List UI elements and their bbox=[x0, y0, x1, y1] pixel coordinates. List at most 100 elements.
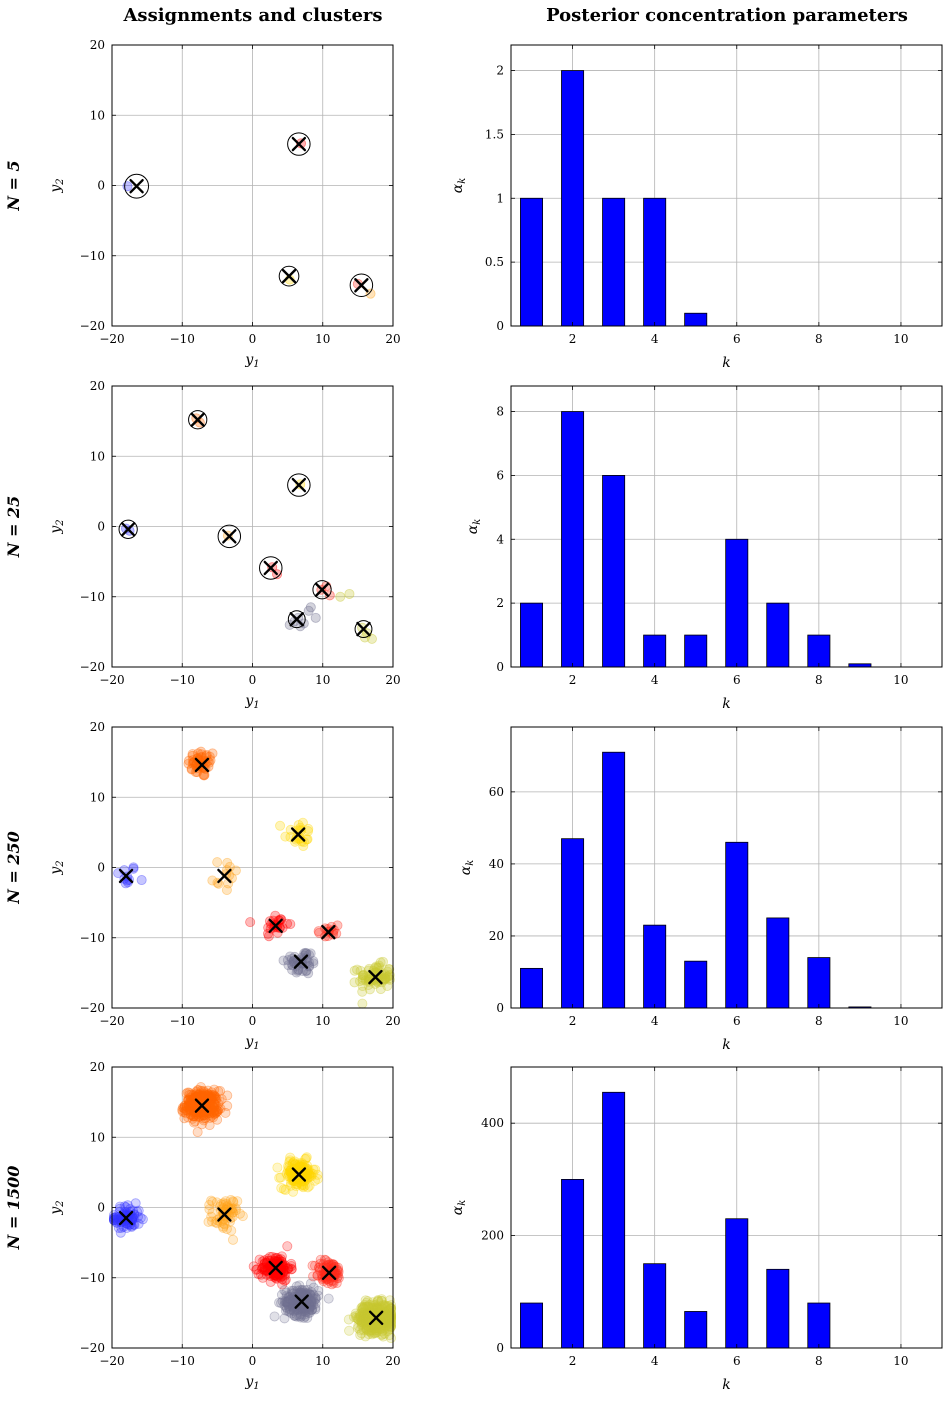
data-point bbox=[282, 918, 293, 929]
data-point bbox=[299, 1302, 310, 1313]
data-point bbox=[358, 1307, 369, 1318]
data-point bbox=[283, 1171, 294, 1182]
data-point bbox=[350, 1308, 361, 1319]
data-point bbox=[187, 1094, 198, 1105]
data-point bbox=[360, 1331, 371, 1342]
plot-frame bbox=[510, 385, 943, 668]
data-point bbox=[382, 966, 393, 977]
data-point bbox=[359, 1310, 370, 1321]
cluster-points bbox=[183, 746, 218, 781]
data-point bbox=[380, 1321, 391, 1332]
data-point bbox=[198, 1110, 209, 1121]
data-point bbox=[380, 1320, 391, 1331]
data-point bbox=[258, 1262, 269, 1273]
data-point bbox=[223, 1202, 234, 1213]
data-point bbox=[382, 1311, 393, 1322]
data-point bbox=[362, 1296, 373, 1307]
data-point bbox=[354, 1311, 365, 1322]
data-point bbox=[289, 1311, 300, 1322]
data-point bbox=[291, 1181, 302, 1192]
data-point bbox=[358, 1325, 369, 1336]
data-point bbox=[382, 1314, 393, 1325]
bar-k4 bbox=[643, 924, 667, 1009]
data-point bbox=[307, 1260, 318, 1271]
data-point bbox=[361, 1315, 372, 1326]
data-point bbox=[234, 1208, 245, 1219]
data-point bbox=[357, 1318, 368, 1329]
data-point bbox=[268, 1267, 279, 1278]
bar-panel-2: 2 4 6 8 10 0 2 4 6 8 k αk bbox=[465, 385, 943, 712]
data-point bbox=[210, 1099, 221, 1110]
data-point bbox=[211, 1107, 222, 1118]
data-point bbox=[367, 1299, 378, 1310]
data-point bbox=[179, 1101, 190, 1112]
data-point bbox=[370, 1302, 381, 1313]
data-point bbox=[380, 972, 391, 983]
data-point bbox=[354, 1309, 365, 1320]
cross-stroke bbox=[290, 827, 306, 842]
y-tick-label: 0 bbox=[496, 319, 504, 333]
data-point bbox=[274, 1172, 285, 1183]
data-point bbox=[376, 1301, 387, 1312]
data-point bbox=[282, 1297, 293, 1308]
data-point bbox=[204, 1120, 215, 1131]
data-point bbox=[213, 1086, 224, 1097]
data-point bbox=[357, 1304, 368, 1315]
data-point bbox=[300, 948, 311, 959]
data-point bbox=[198, 769, 209, 780]
data-point bbox=[295, 1161, 306, 1172]
cluster-center-marker bbox=[321, 924, 336, 940]
bar-k1 bbox=[520, 1302, 544, 1349]
data-point bbox=[283, 1291, 294, 1302]
data-point bbox=[123, 1213, 134, 1224]
data-point bbox=[208, 1090, 219, 1101]
data-point bbox=[211, 1107, 222, 1118]
x-tick-label: 4 bbox=[651, 332, 659, 346]
y-tick-label: 20 bbox=[90, 379, 105, 393]
bar-k1 bbox=[520, 602, 544, 668]
data-point bbox=[380, 1301, 391, 1312]
cluster-center-marker bbox=[291, 1167, 307, 1182]
cross-stroke bbox=[368, 1310, 384, 1325]
data-point bbox=[296, 1289, 307, 1300]
y-tick-label: 0 bbox=[97, 179, 105, 193]
data-point bbox=[208, 1112, 219, 1123]
data-point bbox=[310, 1164, 321, 1175]
data-point bbox=[262, 1263, 273, 1274]
data-point bbox=[232, 1196, 243, 1207]
cross-stroke bbox=[356, 621, 371, 637]
data-point bbox=[228, 1234, 239, 1245]
data-point bbox=[209, 1106, 220, 1117]
data-point bbox=[270, 1272, 281, 1283]
data-point bbox=[358, 1311, 369, 1322]
data-point bbox=[277, 1296, 288, 1307]
data-point bbox=[306, 1297, 317, 1308]
data-point bbox=[282, 1298, 293, 1309]
data-point bbox=[280, 1270, 291, 1281]
data-point bbox=[356, 1317, 367, 1328]
data-point bbox=[380, 973, 391, 984]
data-point bbox=[306, 1171, 317, 1182]
data-point bbox=[353, 1314, 364, 1325]
data-point bbox=[370, 1305, 381, 1316]
data-point bbox=[367, 1325, 378, 1336]
data-point bbox=[288, 1296, 299, 1307]
data-point bbox=[332, 920, 343, 931]
data-point bbox=[362, 1311, 373, 1322]
data-point bbox=[192, 1085, 203, 1096]
cluster-ring bbox=[312, 580, 332, 600]
data-point bbox=[287, 1295, 298, 1306]
data-point bbox=[197, 1098, 208, 1109]
data-point bbox=[195, 1092, 206, 1103]
data-point bbox=[188, 1094, 199, 1105]
data-point bbox=[183, 758, 194, 769]
bar-k7 bbox=[766, 602, 790, 668]
data-point bbox=[319, 1254, 330, 1265]
x-tick-label: 10 bbox=[315, 332, 330, 346]
data-point bbox=[218, 1222, 229, 1233]
data-point bbox=[300, 1307, 311, 1318]
data-point bbox=[351, 1310, 362, 1321]
data-point bbox=[371, 1327, 382, 1338]
bar-k3 bbox=[602, 475, 626, 668]
data-point bbox=[279, 1269, 290, 1280]
